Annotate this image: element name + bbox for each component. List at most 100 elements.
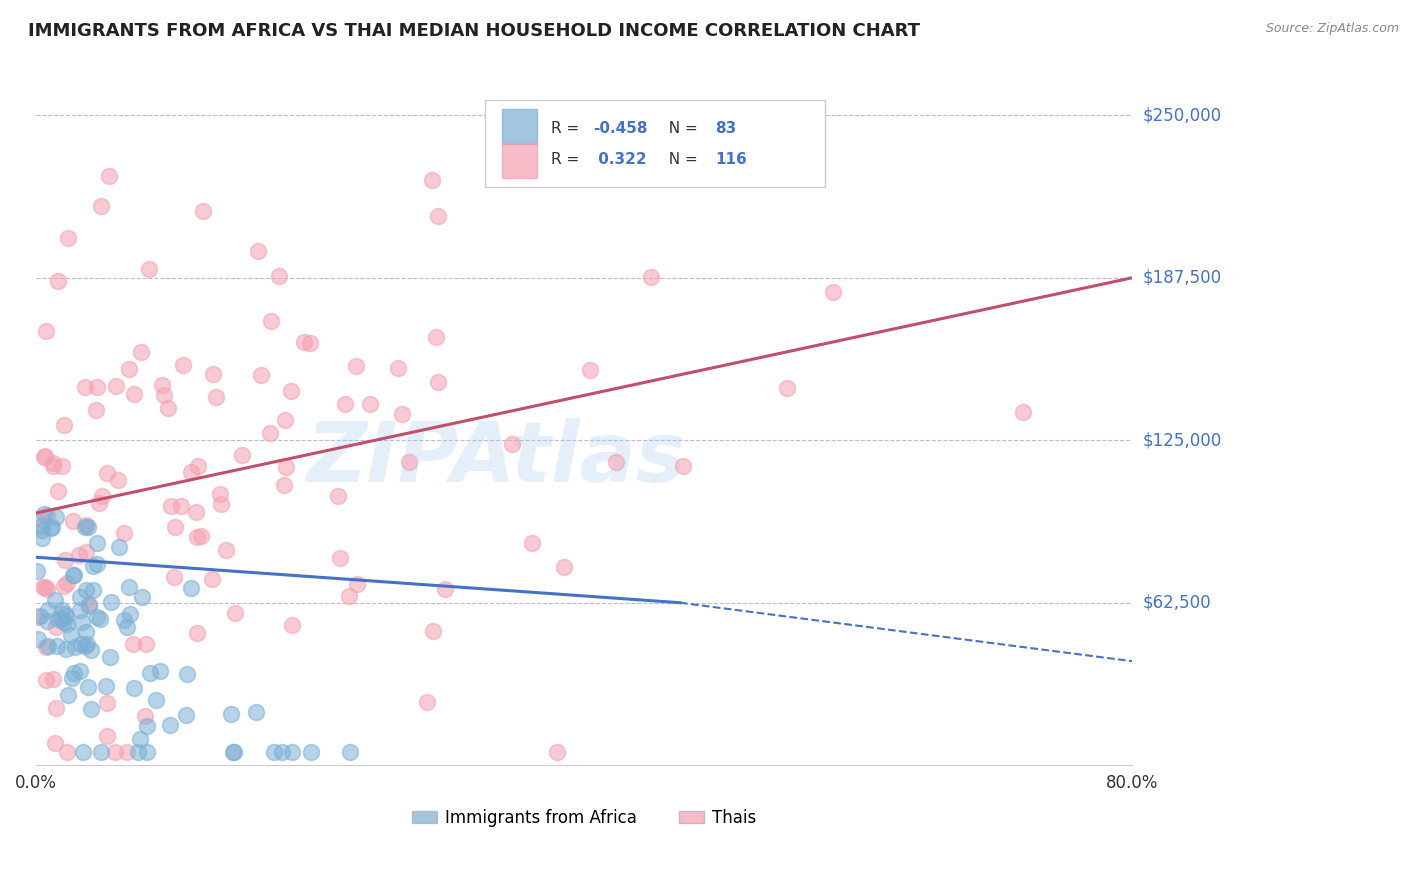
Point (62, 514, 84, 528)
Point (45, 620, 67, 634)
Point (205, 391, 228, 405)
Text: 83: 83 (716, 121, 737, 136)
Point (56, 617, 79, 632)
Point (62, 567, 84, 582)
Point (31, 523, 53, 537)
Legend: Immigrants from Africa, Thais: Immigrants from Africa, Thais (405, 802, 763, 833)
Point (281, 745, 304, 759)
Point (136, 745, 159, 759)
Point (53, 607, 76, 621)
Point (176, 667, 198, 681)
Text: IMMIGRANTS FROM AFRICA VS THAI MEDIAN HOUSEHOLD INCOME CORRELATION CHART: IMMIGRANTS FROM AFRICA VS THAI MEDIAN HO… (28, 22, 920, 40)
Point (32, 450, 55, 464)
Point (41, 520, 63, 534)
Text: 0.322: 0.322 (593, 152, 647, 167)
Point (427, 209, 450, 223)
Point (501, 437, 523, 451)
Text: $187,500: $187,500 (1143, 268, 1222, 287)
Point (546, 745, 568, 759)
FancyBboxPatch shape (502, 143, 537, 178)
Point (115, 745, 138, 759)
FancyBboxPatch shape (502, 109, 537, 144)
Point (56, 231, 79, 245)
Point (339, 745, 361, 759)
Point (180, 582, 202, 596)
Point (274, 460, 297, 475)
Point (280, 384, 302, 398)
Point (152, 378, 174, 392)
Point (27, 564, 49, 578)
Point (76, 637, 98, 651)
Point (245, 705, 267, 719)
Point (67, 549, 90, 563)
Point (640, 269, 662, 284)
Point (27, 632, 49, 646)
Point (159, 499, 181, 513)
Point (112, 613, 135, 627)
Point (86, 558, 108, 572)
Point (76, 680, 98, 694)
Text: Source: ZipAtlas.com: Source: ZipAtlas.com (1265, 22, 1399, 36)
Text: $62,500: $62,500 (1143, 594, 1212, 612)
Point (69, 664, 91, 678)
Point (186, 625, 208, 640)
Point (53, 579, 76, 593)
Point (98, 650, 121, 665)
Point (87, 496, 110, 510)
Point (201, 368, 224, 382)
Point (37, 639, 59, 653)
Point (75, 624, 97, 639)
Point (100, 595, 122, 609)
Point (48, 483, 70, 498)
Point (186, 530, 208, 544)
Point (671, 459, 693, 474)
Point (190, 529, 212, 543)
Point (79, 702, 101, 716)
Point (269, 268, 291, 283)
Point (187, 459, 209, 474)
Point (180, 465, 202, 479)
Point (75, 517, 97, 532)
Point (398, 455, 420, 469)
Point (416, 695, 439, 709)
Point (201, 572, 224, 586)
Point (246, 244, 269, 258)
Point (31, 519, 53, 533)
Point (82, 582, 104, 597)
Point (32, 507, 55, 521)
Point (39, 521, 62, 535)
Point (56, 745, 79, 759)
Point (75, 582, 97, 597)
Point (219, 706, 242, 721)
Point (75, 545, 97, 559)
Point (427, 375, 450, 389)
Point (60, 672, 83, 686)
Point (69, 591, 91, 605)
Point (77, 520, 100, 534)
Point (193, 203, 215, 218)
Point (172, 358, 194, 372)
Point (53, 553, 76, 567)
Point (86, 403, 108, 417)
Point (82, 559, 104, 574)
Point (90, 199, 112, 213)
Point (112, 526, 135, 541)
Point (231, 448, 253, 462)
Point (94, 679, 117, 693)
Point (90, 745, 112, 759)
Point (46, 274, 69, 288)
Point (129, 731, 152, 746)
Point (77, 597, 100, 611)
Point (34, 450, 56, 464)
Point (44, 592, 66, 607)
Point (104, 745, 127, 759)
Point (56, 576, 79, 591)
Point (44, 736, 66, 750)
Point (165, 520, 187, 534)
Text: $125,000: $125,000 (1143, 431, 1222, 450)
Point (37, 602, 59, 616)
Point (46, 612, 69, 626)
Point (53, 417, 76, 432)
Point (149, 664, 172, 678)
Point (337, 589, 360, 603)
